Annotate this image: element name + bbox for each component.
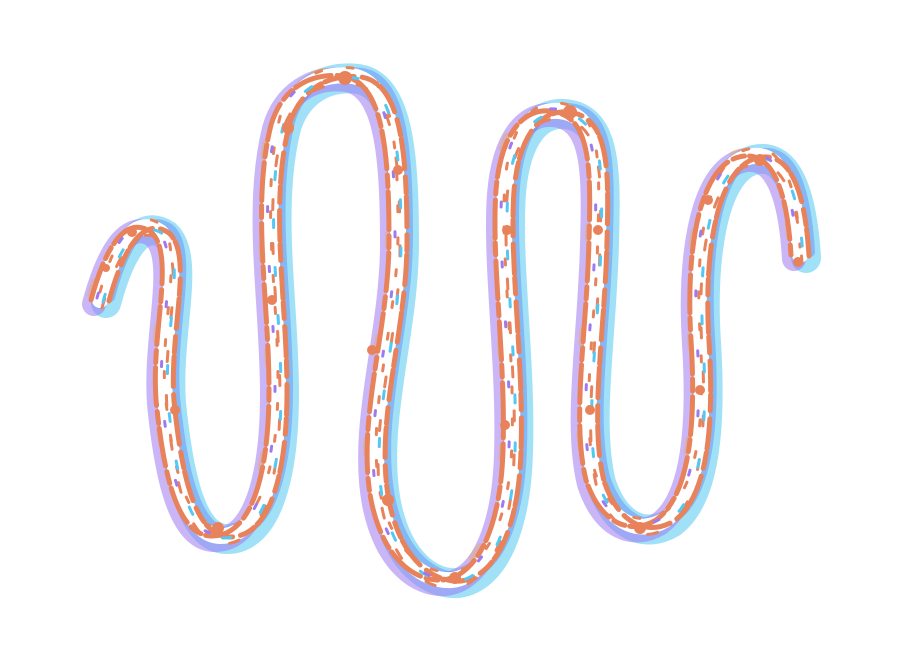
- splatter-dot: [382, 494, 394, 506]
- splatter-dot: [338, 71, 352, 85]
- splatter-dot: [102, 264, 110, 272]
- splatter-dot: [393, 165, 403, 175]
- splatter-dot: [793, 257, 803, 267]
- splatter-dot: [500, 420, 510, 430]
- splatter-dot: [212, 522, 224, 534]
- splatter-dot: [502, 225, 512, 235]
- splatter-dot: [127, 227, 137, 237]
- splatter-dot: [634, 522, 646, 534]
- splatter-dot: [267, 295, 277, 305]
- splatter-dot: [170, 405, 180, 415]
- splatter-dot: [563, 105, 577, 119]
- splatter-dot: [585, 405, 595, 415]
- splatter-dot: [695, 385, 705, 395]
- splatter-dot: [282, 122, 294, 134]
- splatter-dot: [367, 345, 377, 355]
- splatter-dot: [593, 225, 603, 235]
- splatter-dot: [449, 572, 461, 584]
- splatter-dot: [703, 195, 713, 205]
- splatter-dot: [754, 154, 766, 166]
- splatter-group: [102, 71, 803, 584]
